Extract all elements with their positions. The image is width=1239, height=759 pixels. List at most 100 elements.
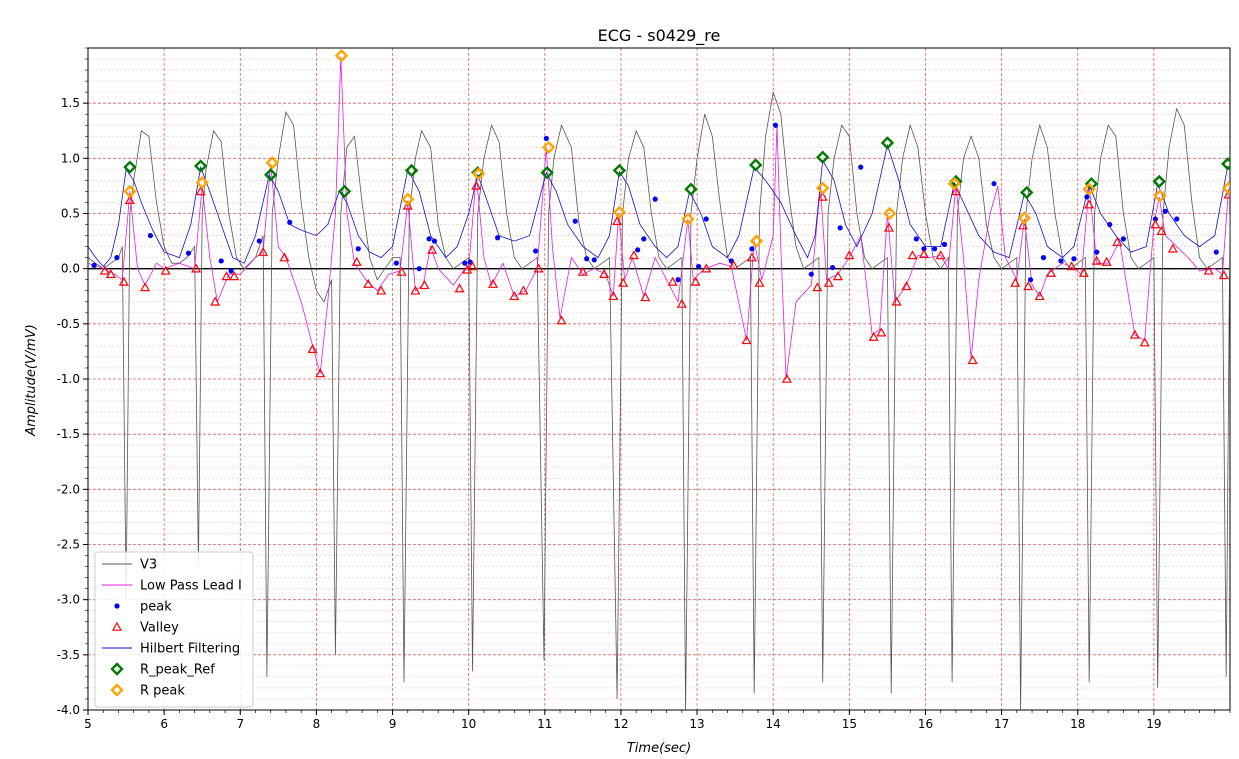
point-valley xyxy=(140,282,151,292)
x-tick-label: 16 xyxy=(918,717,933,731)
point-valley xyxy=(1223,189,1230,199)
point-peak xyxy=(1027,277,1034,283)
point-r-peak xyxy=(1017,211,1032,225)
series-line-hilbert-filtering xyxy=(88,143,1229,268)
point-peak xyxy=(393,260,399,266)
point-peak xyxy=(921,246,927,252)
point-valley xyxy=(258,246,269,256)
point-valley xyxy=(118,276,129,286)
point-r-peak xyxy=(401,192,415,206)
point-valley xyxy=(124,195,135,205)
point-peak xyxy=(1084,194,1090,200)
x-tick-label: 14 xyxy=(766,717,781,731)
point-peak xyxy=(591,257,597,263)
point-valley xyxy=(1101,256,1112,266)
point-r-peak-ref xyxy=(1221,157,1230,171)
point-valley xyxy=(832,271,843,281)
point-peak xyxy=(703,216,709,222)
legend-swatch-peak xyxy=(114,603,120,609)
point-valley xyxy=(396,266,407,276)
y-tick-label: -3.5 xyxy=(57,648,80,662)
x-axis-label: Time(sec) xyxy=(627,741,691,756)
point-valley xyxy=(467,261,478,271)
point-peak xyxy=(1152,216,1158,222)
y-tick-label: -2.0 xyxy=(57,482,80,496)
point-r-peak xyxy=(815,181,830,195)
x-tick-label: 8 xyxy=(313,717,321,731)
point-valley xyxy=(1167,243,1178,253)
point-valley xyxy=(628,250,639,260)
point-r-peak-ref xyxy=(748,158,763,172)
point-peak xyxy=(256,238,262,244)
point-valley xyxy=(518,285,529,295)
point-valley xyxy=(99,265,110,275)
point-r-peak-ref xyxy=(123,160,137,174)
x-tick-label: 7 xyxy=(236,717,244,731)
point-valley xyxy=(1023,281,1034,291)
y-tick-label: -0.5 xyxy=(57,317,80,331)
point-valley xyxy=(160,265,171,275)
y-tick-label: 0.5 xyxy=(61,207,80,221)
x-tick-label: 17 xyxy=(994,717,1009,731)
point-r-peak-ref xyxy=(1152,174,1166,189)
point-peak xyxy=(1213,249,1219,255)
point-valley xyxy=(883,222,894,232)
point-valley xyxy=(229,271,240,281)
point-valley xyxy=(935,250,946,260)
point-valley xyxy=(950,186,961,196)
point-valley xyxy=(667,276,678,286)
legend-label-r-peak-ref: R_peak_Ref xyxy=(140,663,215,678)
point-valley xyxy=(754,277,765,287)
point-peak xyxy=(641,236,647,242)
point-valley xyxy=(967,355,978,365)
series-line-low-pass-lead-i xyxy=(88,56,1229,380)
point-peak xyxy=(772,122,779,128)
point-peak xyxy=(572,218,578,224)
point-r-peak-ref xyxy=(880,136,895,150)
point-peak xyxy=(426,236,432,242)
point-valley xyxy=(781,373,792,383)
point-valley xyxy=(427,244,438,254)
point-valley xyxy=(812,282,823,292)
point-r-peak xyxy=(471,167,486,181)
point-valley xyxy=(402,200,413,210)
point-r-peak-ref xyxy=(1020,185,1034,200)
point-peak xyxy=(147,232,154,239)
point-peak xyxy=(1120,236,1127,242)
point-r-peak-ref xyxy=(540,165,554,180)
point-valley xyxy=(363,278,374,288)
point-peak xyxy=(431,238,438,244)
x-tick-label: 11 xyxy=(537,717,552,731)
point-valley xyxy=(701,263,712,273)
point-valley xyxy=(741,335,752,345)
point-peak xyxy=(355,246,361,252)
point-valley xyxy=(1139,337,1150,347)
point-peak xyxy=(1058,258,1064,264)
legend-label-v3: V3 xyxy=(140,558,157,573)
point-r-peak xyxy=(1153,189,1167,203)
point-valley xyxy=(577,266,588,276)
point-valley xyxy=(279,252,290,262)
point-peak xyxy=(941,241,948,247)
point-r-peak-ref xyxy=(815,150,830,164)
y-tick-label: -3.0 xyxy=(57,593,80,607)
x-tick-label: 15 xyxy=(842,717,857,731)
point-peak xyxy=(114,255,120,261)
y-tick-label: -2.5 xyxy=(57,538,80,552)
point-valley xyxy=(728,260,739,270)
point-valley xyxy=(471,180,482,190)
legend: V3 Low Pass Lead I peak Valley Hilbert Filte… xyxy=(94,551,254,708)
point-r-peak xyxy=(947,177,962,191)
point-valley xyxy=(1150,219,1161,229)
x-tick-label: 10 xyxy=(461,717,476,731)
y-tick-label: -1.0 xyxy=(57,372,80,386)
point-valley xyxy=(918,249,929,259)
point-valley xyxy=(618,277,629,287)
point-r-peak-ref xyxy=(404,163,419,178)
y-tick-label: 1.5 xyxy=(61,96,80,110)
point-peak xyxy=(635,247,641,253)
point-r-peak xyxy=(195,175,209,190)
point-valley xyxy=(1084,199,1095,209)
point-peak xyxy=(218,258,224,264)
